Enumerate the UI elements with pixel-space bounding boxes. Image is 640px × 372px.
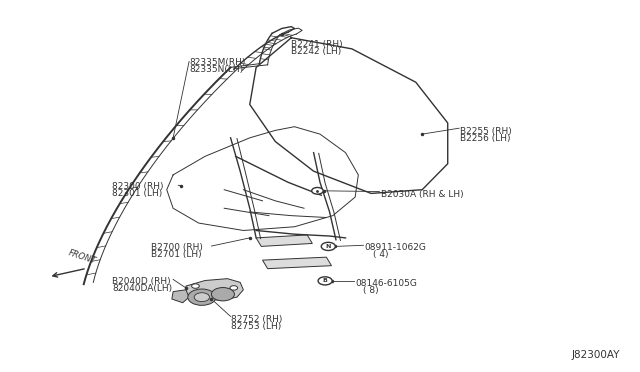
Text: B2241 (RH): B2241 (RH): [291, 39, 343, 49]
Text: B2700 (RH): B2700 (RH): [151, 243, 203, 253]
Circle shape: [188, 289, 216, 305]
Text: 82752 (RH): 82752 (RH): [230, 315, 282, 324]
Text: ( 8): ( 8): [364, 286, 379, 295]
Circle shape: [318, 277, 332, 285]
Text: 82301 (LH): 82301 (LH): [113, 189, 163, 198]
Polygon shape: [262, 257, 332, 269]
Text: 08146-6105G: 08146-6105G: [355, 279, 417, 288]
Text: ( 4): ( 4): [373, 250, 388, 260]
Text: 82300 (RH): 82300 (RH): [113, 182, 164, 191]
Text: 08911-1062G: 08911-1062G: [365, 243, 427, 253]
Text: B2040D (RH): B2040D (RH): [113, 277, 171, 286]
Polygon shape: [256, 235, 312, 246]
Text: 82335M(RH): 82335M(RH): [189, 58, 246, 67]
Text: B2255 (RH): B2255 (RH): [461, 127, 512, 136]
Circle shape: [194, 293, 209, 302]
Text: N: N: [326, 244, 331, 249]
Text: J82300AY: J82300AY: [572, 350, 620, 360]
Circle shape: [321, 242, 335, 250]
Text: B: B: [323, 278, 328, 283]
Text: 82335N(LH): 82335N(LH): [189, 65, 243, 74]
Circle shape: [312, 187, 323, 194]
Text: 82753 (LH): 82753 (LH): [230, 322, 281, 331]
Text: B2256 (LH): B2256 (LH): [461, 134, 511, 143]
Circle shape: [211, 288, 234, 301]
Polygon shape: [186, 279, 243, 300]
Circle shape: [230, 286, 237, 290]
Text: 82040DA(LH): 82040DA(LH): [113, 284, 173, 293]
Text: FRONT: FRONT: [67, 248, 97, 266]
Polygon shape: [172, 290, 189, 303]
Text: B2030A (RH & LH): B2030A (RH & LH): [381, 190, 463, 199]
Circle shape: [191, 284, 199, 288]
Text: B2701 (LH): B2701 (LH): [151, 250, 202, 260]
Text: B2242 (LH): B2242 (LH): [291, 46, 342, 56]
